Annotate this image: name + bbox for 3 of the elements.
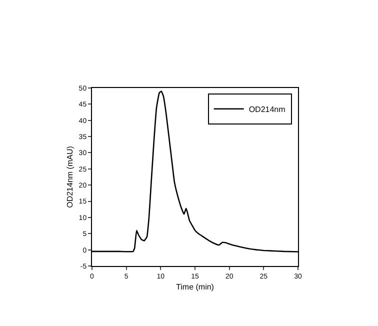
x-axis-title: Time (min)	[176, 282, 214, 292]
y-axis-title: OD214nm (mAU)	[66, 146, 75, 208]
legend-label: OD214nm	[248, 104, 286, 114]
